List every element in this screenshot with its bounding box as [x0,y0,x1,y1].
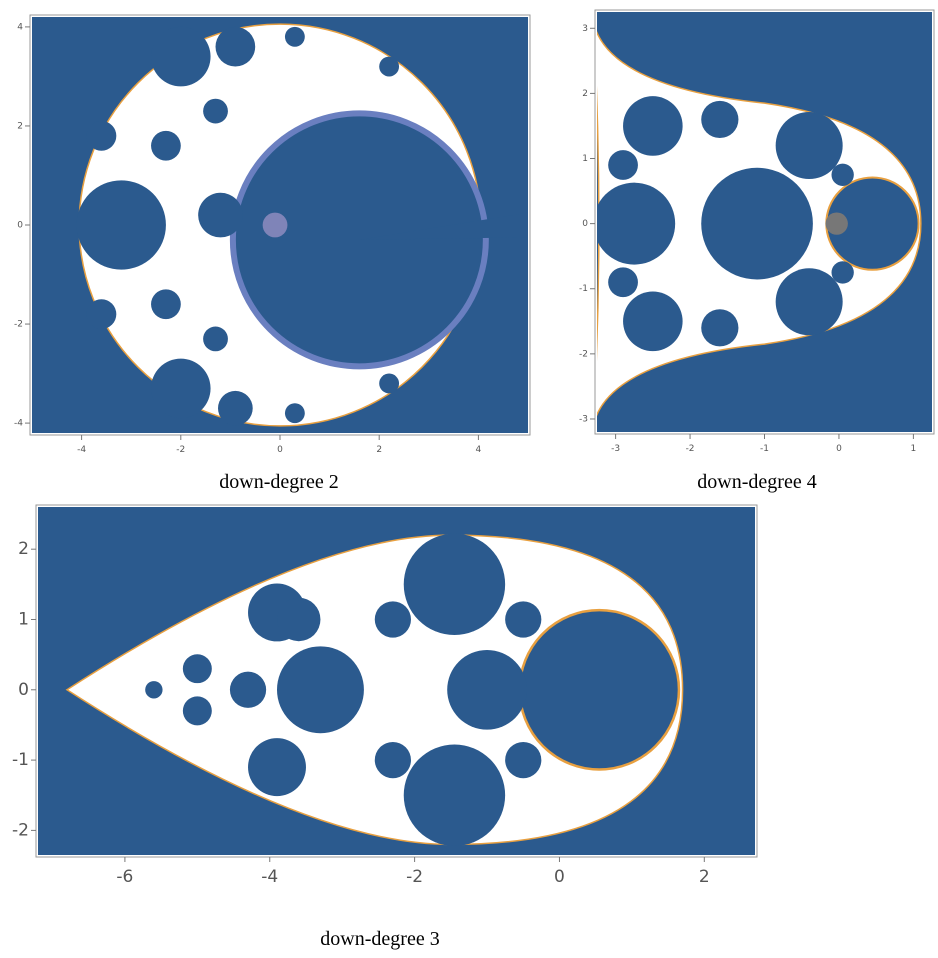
caption: down-degree 3 [320,928,439,950]
x-tick-label: 2 [376,445,382,455]
y-tick-label: -2 [12,820,29,840]
plot: -6 -4 -2 0 2 -2 -1 0 1 2 down-degree 3 [12,505,757,950]
caption: down-degree 2 [219,471,338,493]
x-tick-label: -4 [261,867,278,887]
hole [87,121,117,151]
hole [285,27,305,47]
hole [183,696,212,725]
y-tick-label: 0 [582,219,588,229]
hole [77,180,166,269]
hole [145,681,162,698]
hole [832,164,854,186]
hole [608,150,638,180]
x-tick-label: 2 [699,867,710,887]
center-disk [826,212,848,234]
hole [203,99,228,124]
center-disk [263,213,288,238]
hole [230,672,266,708]
hole [623,292,683,352]
caption: down-degree 4 [697,471,816,493]
hole [203,327,228,352]
hole [593,183,675,265]
hole [198,193,243,238]
hole [151,131,181,161]
y-tick-label: 2 [17,121,23,131]
hole [447,650,527,730]
hole [701,101,738,138]
hole [285,403,305,423]
hole [379,57,399,77]
hole [608,267,638,297]
hole [520,610,679,769]
y-tick-label: -3 [579,414,588,424]
y-tick-label: 4 [17,22,23,32]
figure: -4-2024-4-2024down-degree 2-3-2-101-3-2-… [0,0,938,958]
hole [151,27,211,87]
x-tick-label: -2 [686,444,695,454]
y-tick-label: 2 [18,539,29,559]
hole [379,374,399,394]
hole [216,27,256,67]
y-tick-label: -2 [14,320,23,330]
x-tick-label: 0 [836,444,842,454]
plot: -4 -2 0 2 4 -4 -2 0 2 4 down-degree 2 [14,15,530,493]
x-tick-label: -2 [176,445,185,455]
hole [218,391,253,426]
x-tick-label: -4 [77,445,86,455]
x-tick-label: 0 [554,867,565,887]
hole [404,745,505,846]
y-tick-label: -1 [12,750,29,770]
y-tick-label: -2 [579,349,588,359]
y-tick-label: -4 [14,419,23,429]
hole [375,601,411,637]
hole [701,168,813,280]
hole [404,534,505,635]
hole [151,289,181,319]
hole [776,112,843,179]
hole [505,601,541,637]
hole [87,299,117,329]
hole [701,309,738,346]
hole [623,96,683,156]
hole [832,261,854,283]
hole [183,654,212,683]
x-tick-label: -6 [116,867,133,887]
x-tick-label: -1 [760,444,769,454]
x-tick-label: -2 [406,867,423,887]
y-tick-label: 1 [582,154,588,164]
y-tick-label: 3 [582,24,588,34]
hole [151,359,211,419]
hole [277,598,320,641]
x-tick-label: 1 [911,444,917,454]
y-tick-label: 1 [18,609,29,629]
x-tick-label: -3 [611,444,620,454]
hole [248,738,306,796]
hole [505,742,541,778]
y-tick-label: -1 [579,284,588,294]
y-tick-label: 2 [582,89,588,99]
y-tick-label: 0 [18,680,29,700]
x-tick-label: 0 [277,445,283,455]
x-tick-label: 4 [476,445,482,455]
hole [776,268,843,335]
hole [375,742,411,778]
hole [277,646,364,733]
y-tick-label: 0 [17,221,23,231]
plot: -3 -2 -1 0 1 -3 -2 -1 0 1 2 3 down-degree 4 [579,10,934,493]
